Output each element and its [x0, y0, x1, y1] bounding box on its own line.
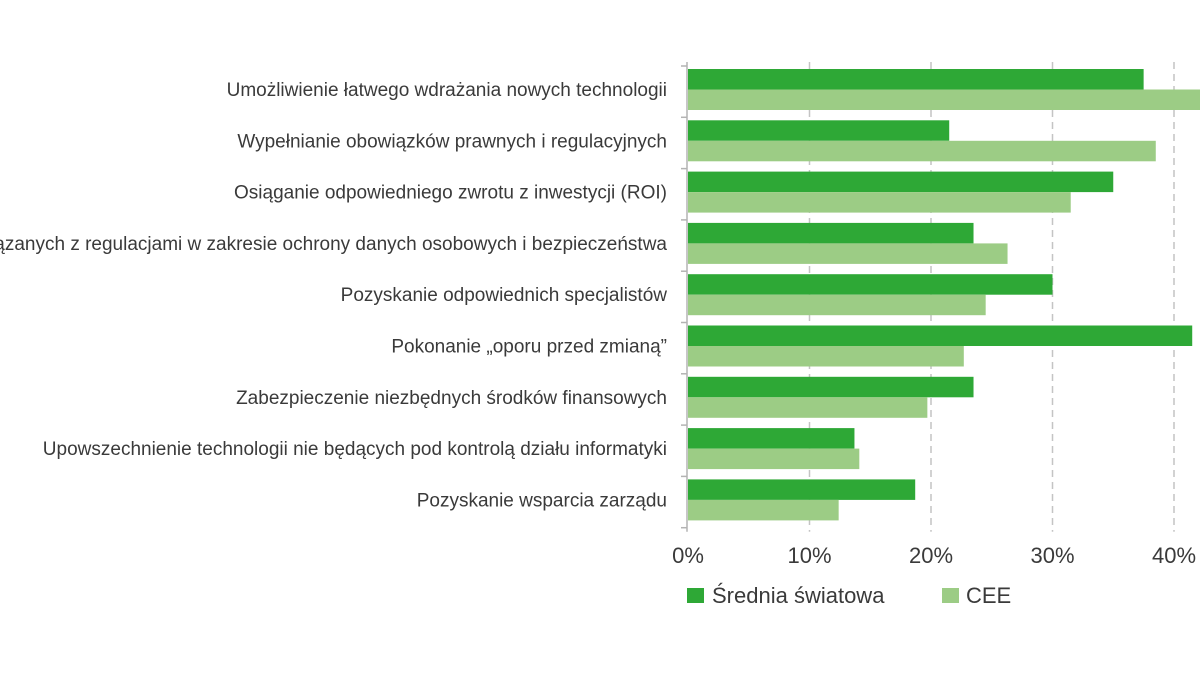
bar-global — [688, 120, 950, 141]
x-tick-label: 20% — [909, 543, 953, 568]
x-tick-label: 0% — [672, 543, 704, 568]
bar-cee — [688, 448, 860, 470]
category-label: Zabezpieczenie niezbędnych środków finan… — [236, 388, 667, 409]
legend-label: CEE — [966, 583, 1011, 608]
category-label: Pokonanie „oporu przed zmianą” — [391, 337, 667, 358]
bar-cee — [688, 499, 839, 521]
tick-labels: 0% 10% 20% 30% 40% — [672, 543, 1196, 568]
legend-swatch — [942, 588, 959, 603]
category-labels: Umożliwienie łatwego wdrażania nowych te… — [0, 80, 667, 511]
x-tick-label: 40% — [1152, 543, 1196, 568]
category-label: Osiąganie odpowiedniego zwrotu z inwesty… — [234, 183, 667, 204]
bar-cee — [688, 346, 964, 367]
category-label: Pozyskanie wsparcia zarządu — [417, 490, 667, 511]
category-label: Dostosowanie się do zmian związanych z r… — [0, 234, 667, 255]
bar-global — [688, 376, 974, 398]
legend-label: Średnia światowa — [712, 583, 885, 608]
bar-cee — [688, 140, 1156, 162]
bars — [688, 69, 1200, 521]
bar-cee — [688, 192, 1071, 213]
bar-global — [688, 479, 916, 500]
bar-global — [688, 428, 855, 449]
category-label: Pozyskanie odpowiednich specjalistów — [341, 285, 668, 306]
bar-global — [688, 325, 1193, 346]
bar-global — [688, 69, 1144, 90]
bar-cee — [688, 294, 986, 316]
category-label: Wypełnianie obowiązków prawnych i regula… — [237, 131, 667, 152]
bar-cee — [688, 397, 928, 418]
value-axis — [681, 62, 688, 532]
category-label: Umożliwienie łatwego wdrażania nowych te… — [227, 80, 667, 101]
bar-global — [688, 222, 974, 244]
x-tick-label: 10% — [787, 543, 831, 568]
legend-swatch — [687, 588, 704, 603]
bar-cee — [688, 243, 1008, 264]
bar-global — [688, 274, 1053, 295]
bar-global — [688, 171, 1114, 193]
legend: Średnia światowa CEE — [687, 583, 1011, 608]
bar-cee — [688, 89, 1200, 110]
category-label: Upowszechnienie technologii nie będących… — [43, 439, 667, 460]
x-tick-label: 30% — [1030, 543, 1074, 568]
